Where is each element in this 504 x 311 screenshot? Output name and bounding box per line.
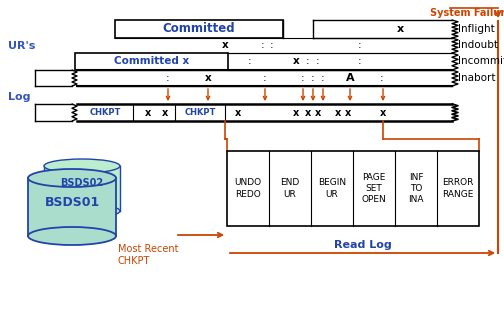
Text: Committed x: Committed x bbox=[114, 57, 189, 67]
Text: Incommit: Incommit bbox=[458, 57, 504, 67]
Text: x: x bbox=[345, 108, 351, 118]
Ellipse shape bbox=[28, 227, 116, 245]
Text: Inflight: Inflight bbox=[458, 24, 495, 34]
Text: x: x bbox=[293, 57, 299, 67]
Text: UNDO
REDO: UNDO REDO bbox=[234, 179, 262, 198]
Text: System Failure: System Failure bbox=[430, 8, 504, 18]
Text: :: : bbox=[166, 73, 170, 83]
Text: x: x bbox=[305, 108, 311, 118]
Text: x: x bbox=[222, 40, 228, 50]
Bar bbox=[227, 151, 479, 226]
Text: x: x bbox=[315, 108, 321, 118]
Text: :: : bbox=[306, 57, 310, 67]
Bar bbox=[115, 20, 283, 38]
Text: CHKPT: CHKPT bbox=[184, 108, 216, 117]
Text: x: x bbox=[335, 108, 341, 118]
Text: x: x bbox=[380, 108, 386, 118]
Text: :: : bbox=[248, 57, 252, 67]
Text: BSDS02: BSDS02 bbox=[60, 178, 103, 188]
Text: END
UR: END UR bbox=[280, 179, 299, 198]
Ellipse shape bbox=[28, 169, 116, 187]
Text: Committed: Committed bbox=[163, 22, 235, 35]
Text: Log: Log bbox=[8, 92, 31, 102]
Text: :: : bbox=[321, 73, 325, 83]
Text: :: : bbox=[301, 73, 305, 83]
Text: :: : bbox=[311, 73, 315, 83]
Bar bbox=[44, 166, 120, 211]
Text: x: x bbox=[205, 73, 211, 83]
Text: BEGIN
UR: BEGIN UR bbox=[318, 179, 346, 198]
Text: x: x bbox=[293, 108, 299, 118]
Text: :: : bbox=[263, 73, 267, 83]
Text: :: : bbox=[358, 57, 362, 67]
Text: x: x bbox=[397, 24, 404, 34]
Bar bbox=[75, 53, 228, 70]
Text: PAGE
SET
OPEN: PAGE SET OPEN bbox=[362, 173, 387, 204]
Text: UR's: UR's bbox=[8, 41, 35, 51]
Text: x: x bbox=[145, 108, 151, 118]
Text: :: : bbox=[270, 40, 274, 50]
Text: Indoubt: Indoubt bbox=[458, 40, 498, 50]
Text: A: A bbox=[346, 73, 354, 83]
Text: :: : bbox=[316, 57, 320, 67]
Text: Most Recent
CHKPT: Most Recent CHKPT bbox=[118, 244, 178, 267]
Text: :: : bbox=[358, 40, 362, 50]
Text: ERROR
RANGE: ERROR RANGE bbox=[443, 179, 474, 198]
Text: Read Log: Read Log bbox=[334, 240, 392, 250]
Text: CHKPT: CHKPT bbox=[89, 108, 120, 117]
Text: Inabort: Inabort bbox=[458, 73, 495, 83]
Ellipse shape bbox=[44, 204, 120, 218]
Bar bbox=[28, 178, 116, 236]
Text: :: : bbox=[261, 40, 265, 50]
Text: :: : bbox=[380, 73, 384, 83]
Text: INF
TO
INA: INF TO INA bbox=[408, 173, 424, 204]
Text: x: x bbox=[235, 108, 241, 118]
Text: BSDS01: BSDS01 bbox=[44, 197, 100, 210]
Text: x: x bbox=[162, 108, 168, 118]
Ellipse shape bbox=[44, 159, 120, 173]
